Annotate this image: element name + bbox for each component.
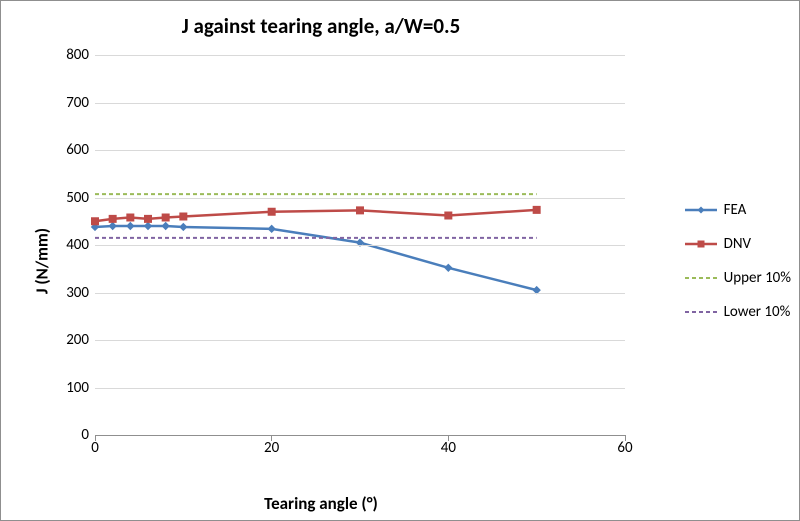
series-marker-dnv xyxy=(162,214,169,221)
y-tick-label: 800 xyxy=(43,46,95,64)
x-axis-label: Tearing angle (°) xyxy=(1,493,641,514)
series-marker-fea xyxy=(109,223,116,230)
series-marker-dnv xyxy=(357,207,364,214)
series-marker-fea xyxy=(145,223,152,230)
legend-swatch-dnv xyxy=(684,236,718,252)
legend-entry-fea: FEA xyxy=(684,193,791,227)
x-tick-mark xyxy=(625,435,626,441)
y-tick-label: 300 xyxy=(43,284,95,302)
series-line-fea xyxy=(95,226,537,290)
legend-entry-upper10: Upper 10% xyxy=(684,261,791,295)
y-tick-label: 500 xyxy=(43,189,95,207)
y-tick-label: 200 xyxy=(43,331,95,349)
series-marker-fea xyxy=(92,223,99,230)
legend-label-lower10: Lower 10% xyxy=(724,303,791,321)
chart-title: J against tearing angle, a/W=0.5 xyxy=(1,13,641,39)
series-marker-dnv xyxy=(145,215,152,222)
y-tick-label: 400 xyxy=(43,236,95,254)
legend-label-fea: FEA xyxy=(724,201,747,219)
series-marker-dnv xyxy=(533,206,540,213)
gridline-y xyxy=(95,55,625,56)
y-tick-label: 0 xyxy=(43,426,95,444)
legend-entry-lower10: Lower 10% xyxy=(684,295,791,329)
x-tick-mark xyxy=(271,435,272,441)
series-marker-fea xyxy=(268,225,275,232)
series-marker-fea xyxy=(162,223,169,230)
legend-swatch-lower10 xyxy=(684,304,718,320)
legend-entry-dnv: DNV xyxy=(684,227,791,261)
y-tick-label: 600 xyxy=(43,141,95,159)
x-tick-mark xyxy=(95,435,96,441)
series-marker-fea xyxy=(180,223,187,230)
legend-swatch-fea xyxy=(684,202,718,218)
gridline-y xyxy=(95,150,625,151)
y-tick-label: 700 xyxy=(43,94,95,112)
series-marker-dnv xyxy=(92,218,99,225)
legend-swatch-upper10 xyxy=(684,270,718,286)
gridline-y xyxy=(95,198,625,199)
series-marker-dnv xyxy=(268,208,275,215)
series-marker-dnv xyxy=(445,212,452,219)
gridline-y xyxy=(95,388,625,389)
gridline-y xyxy=(95,435,625,436)
series-marker-dnv xyxy=(127,214,134,221)
gridline-y xyxy=(95,103,625,104)
legend: FEA DNV Upper 10% Lower 10% xyxy=(684,193,791,329)
gridline-y xyxy=(95,245,625,246)
x-tick-mark xyxy=(448,435,449,441)
series-line-dnv xyxy=(95,210,537,221)
series-marker-fea xyxy=(127,223,134,230)
gridline-y xyxy=(95,293,625,294)
plot-area: 01002003004005006007008000204060 xyxy=(95,55,625,435)
legend-label-dnv: DNV xyxy=(724,235,751,253)
chart-frame: J against tearing angle, a/W=0.5 J (N/mm… xyxy=(0,0,800,521)
y-tick-label: 100 xyxy=(43,379,95,397)
gridline-y xyxy=(95,340,625,341)
series-marker-dnv xyxy=(109,215,116,222)
legend-label-upper10: Upper 10% xyxy=(724,269,791,287)
series-marker-dnv xyxy=(180,213,187,220)
series-marker-fea xyxy=(445,264,452,271)
